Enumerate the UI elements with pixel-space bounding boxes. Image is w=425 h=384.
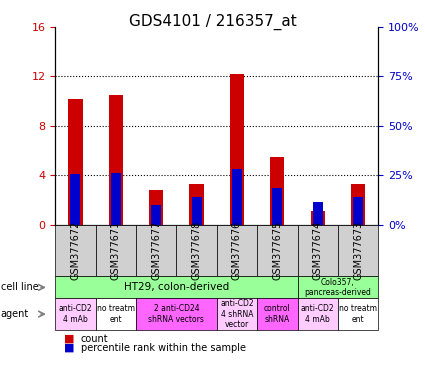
Bar xyxy=(351,184,365,225)
Bar xyxy=(272,187,282,225)
Text: no treatm
ent: no treatm ent xyxy=(97,305,135,324)
Text: HT29, colon-derived: HT29, colon-derived xyxy=(124,282,229,293)
Text: ■: ■ xyxy=(64,334,74,344)
Bar xyxy=(353,197,363,225)
Text: GSM377675: GSM377675 xyxy=(272,221,282,280)
Text: GSM377672: GSM377672 xyxy=(71,221,80,280)
Text: GSM377671: GSM377671 xyxy=(111,221,121,280)
Text: control
shRNA: control shRNA xyxy=(264,305,291,324)
Text: anti-CD2
4 shRNA
vector: anti-CD2 4 shRNA vector xyxy=(220,299,254,329)
Text: GSM377677: GSM377677 xyxy=(151,221,161,280)
Text: GDS4101 / 216357_at: GDS4101 / 216357_at xyxy=(129,13,296,30)
Text: agent: agent xyxy=(1,309,29,319)
Text: anti-CD2
4 mAb: anti-CD2 4 mAb xyxy=(301,305,334,324)
Bar xyxy=(149,190,163,225)
Bar xyxy=(68,99,82,225)
Text: Colo357,
pancreas-derived: Colo357, pancreas-derived xyxy=(304,278,371,297)
Text: GSM377676: GSM377676 xyxy=(232,221,242,280)
Text: percentile rank within the sample: percentile rank within the sample xyxy=(81,343,246,353)
Bar xyxy=(230,74,244,225)
Text: 2 anti-CD24
shRNA vectors: 2 anti-CD24 shRNA vectors xyxy=(148,305,204,324)
Bar xyxy=(270,157,284,225)
Bar xyxy=(151,205,161,225)
Bar xyxy=(111,173,121,225)
Text: GSM377673: GSM377673 xyxy=(353,221,363,280)
Bar xyxy=(311,211,325,225)
Text: no treatm
ent: no treatm ent xyxy=(339,305,377,324)
Text: GSM377678: GSM377678 xyxy=(192,221,201,280)
Text: ■: ■ xyxy=(64,343,74,353)
Text: count: count xyxy=(81,334,108,344)
Bar xyxy=(313,202,323,225)
Bar xyxy=(109,95,123,225)
Bar xyxy=(232,169,242,225)
Text: GSM377674: GSM377674 xyxy=(313,221,323,280)
Bar xyxy=(190,184,204,225)
Text: anti-CD2
4 mAb: anti-CD2 4 mAb xyxy=(59,305,92,324)
Bar xyxy=(71,174,80,225)
Text: cell line: cell line xyxy=(1,282,39,293)
Bar xyxy=(192,197,201,225)
